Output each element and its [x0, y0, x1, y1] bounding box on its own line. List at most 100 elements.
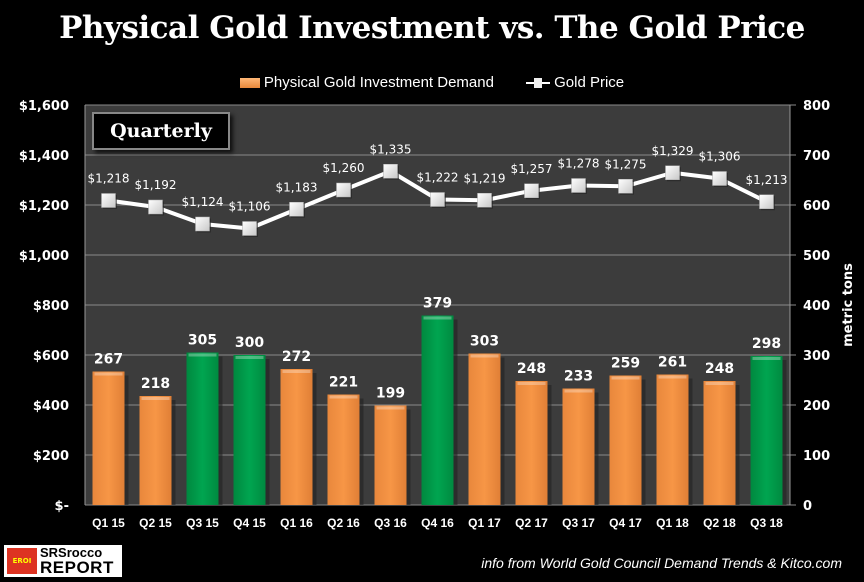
bar-data-label: 248	[705, 361, 734, 377]
bar-data-label: 261	[658, 355, 687, 371]
legend-label-demand: Physical Gold Investment Demand	[263, 74, 494, 91]
x-tick-label: Q1 15	[92, 516, 125, 530]
price-data-label: $1,335	[370, 142, 412, 156]
price-marker	[336, 182, 351, 198]
bar-bevel	[517, 382, 546, 385]
bar-data-label: 298	[752, 336, 781, 352]
bar-data-label: 259	[611, 356, 640, 372]
y-left-tick-label: $1,000	[19, 249, 69, 264]
bar-data-label: 233	[564, 369, 593, 385]
x-tick-label: Q4 15	[233, 516, 266, 530]
y-right-tick-label: 700	[803, 149, 830, 164]
legend-item-demand: Physical Gold Investment Demand	[239, 74, 494, 91]
bar-data-label: 272	[282, 349, 311, 365]
bar	[468, 353, 501, 505]
bar	[750, 356, 783, 505]
y-right-tick-label: 400	[803, 299, 830, 314]
bar	[92, 371, 125, 505]
x-tick-label: Q2 16	[327, 516, 360, 530]
x-tick-label: Q1 16	[280, 516, 313, 530]
price-data-label: $1,275	[605, 157, 647, 171]
price-data-label: $1,218	[88, 172, 130, 186]
legend: Physical Gold Investment Demand Gold Pri…	[0, 74, 864, 92]
x-tick-label: Q1 18	[656, 516, 689, 530]
bar-bevel	[611, 376, 640, 380]
y-left-tick-label: $200	[33, 449, 69, 464]
price-data-label: $1,219	[464, 171, 506, 185]
price-marker	[289, 202, 304, 217]
y-left-tick-label: $800	[33, 299, 69, 314]
bar	[186, 352, 219, 505]
bar-data-label: 305	[188, 333, 217, 349]
logo-badge: EROI	[7, 548, 37, 574]
bar	[233, 355, 266, 505]
price-marker	[665, 165, 680, 180]
bar-bevel	[423, 316, 452, 320]
price-marker	[430, 192, 445, 207]
bar-bevel	[752, 357, 781, 360]
price-data-label: $1,106	[229, 200, 271, 214]
bar-data-label: 221	[329, 375, 358, 391]
srsrocco-logo: EROI SRSrocco REPORT	[4, 545, 122, 577]
logo-line2: REPORT	[40, 558, 114, 577]
bar	[562, 388, 595, 505]
x-tick-label: Q2 15	[139, 516, 172, 530]
x-tick-label: Q1 17	[468, 516, 501, 530]
quarterly-annotation: Quarterly	[92, 112, 230, 150]
price-data-label: $1,260	[323, 161, 365, 175]
source-note: info from World Gold Council Demand Tren…	[481, 555, 842, 571]
bar-data-label: 199	[376, 386, 405, 402]
x-tick-label: Q2 18	[703, 516, 736, 530]
bar	[703, 381, 736, 505]
price-data-label: $1,222	[417, 171, 459, 185]
price-marker	[524, 183, 539, 198]
x-tick-label: Q3 18	[750, 516, 783, 530]
bar-bevel	[188, 353, 217, 357]
y-right-tick-label: 500	[803, 249, 830, 264]
bar-bevel	[705, 382, 734, 385]
legend-swatch-bar	[239, 77, 260, 88]
bar-data-label: 267	[94, 352, 123, 368]
legend-swatch-line	[526, 77, 551, 88]
price-data-label: $1,192	[135, 178, 177, 192]
bar	[421, 315, 454, 505]
legend-item-price: Gold Price	[526, 74, 624, 91]
legend-label-price: Gold Price	[554, 74, 625, 91]
bar-bevel	[235, 356, 264, 359]
price-data-label: $1,213	[746, 173, 788, 187]
x-tick-label: Q2 17	[515, 516, 548, 530]
price-marker	[195, 216, 210, 232]
x-tick-label: Q4 16	[421, 516, 454, 530]
price-marker	[759, 194, 774, 209]
y-left-tick-label: $1,600	[19, 99, 69, 114]
price-data-label: $1,329	[652, 144, 694, 158]
bar-bevel	[141, 397, 170, 400]
bar-bevel	[94, 372, 123, 376]
x-tick-label: Q4 17	[609, 516, 642, 530]
price-marker	[148, 199, 163, 215]
y-left-tick-label: $1,200	[19, 199, 69, 214]
price-marker	[477, 193, 492, 208]
bar	[609, 375, 642, 505]
price-data-label: $1,183	[276, 180, 318, 194]
x-tick-label: Q3 17	[562, 516, 595, 530]
logo-line1: SRSrocco	[40, 545, 103, 560]
price-data-label: $1,124	[182, 195, 224, 209]
price-marker	[571, 178, 586, 193]
bar-data-label: 300	[235, 335, 264, 351]
bar	[280, 369, 313, 505]
bar-bevel	[376, 406, 405, 410]
price-marker	[242, 221, 257, 236]
bar-bevel	[329, 395, 358, 399]
bar-bevel	[282, 370, 311, 373]
y-right-tick-label: 0	[803, 499, 812, 514]
bar	[139, 396, 172, 505]
bar-bevel	[564, 389, 593, 393]
bar-data-label: 379	[423, 296, 452, 312]
chart-title: Physical Gold Investment vs. The Gold Pr…	[59, 10, 805, 46]
price-data-label: $1,278	[558, 157, 600, 171]
y-right-tick-label: 600	[803, 199, 830, 214]
bar-bevel	[658, 375, 687, 379]
bar-data-label: 248	[517, 361, 546, 377]
bar	[515, 381, 548, 505]
